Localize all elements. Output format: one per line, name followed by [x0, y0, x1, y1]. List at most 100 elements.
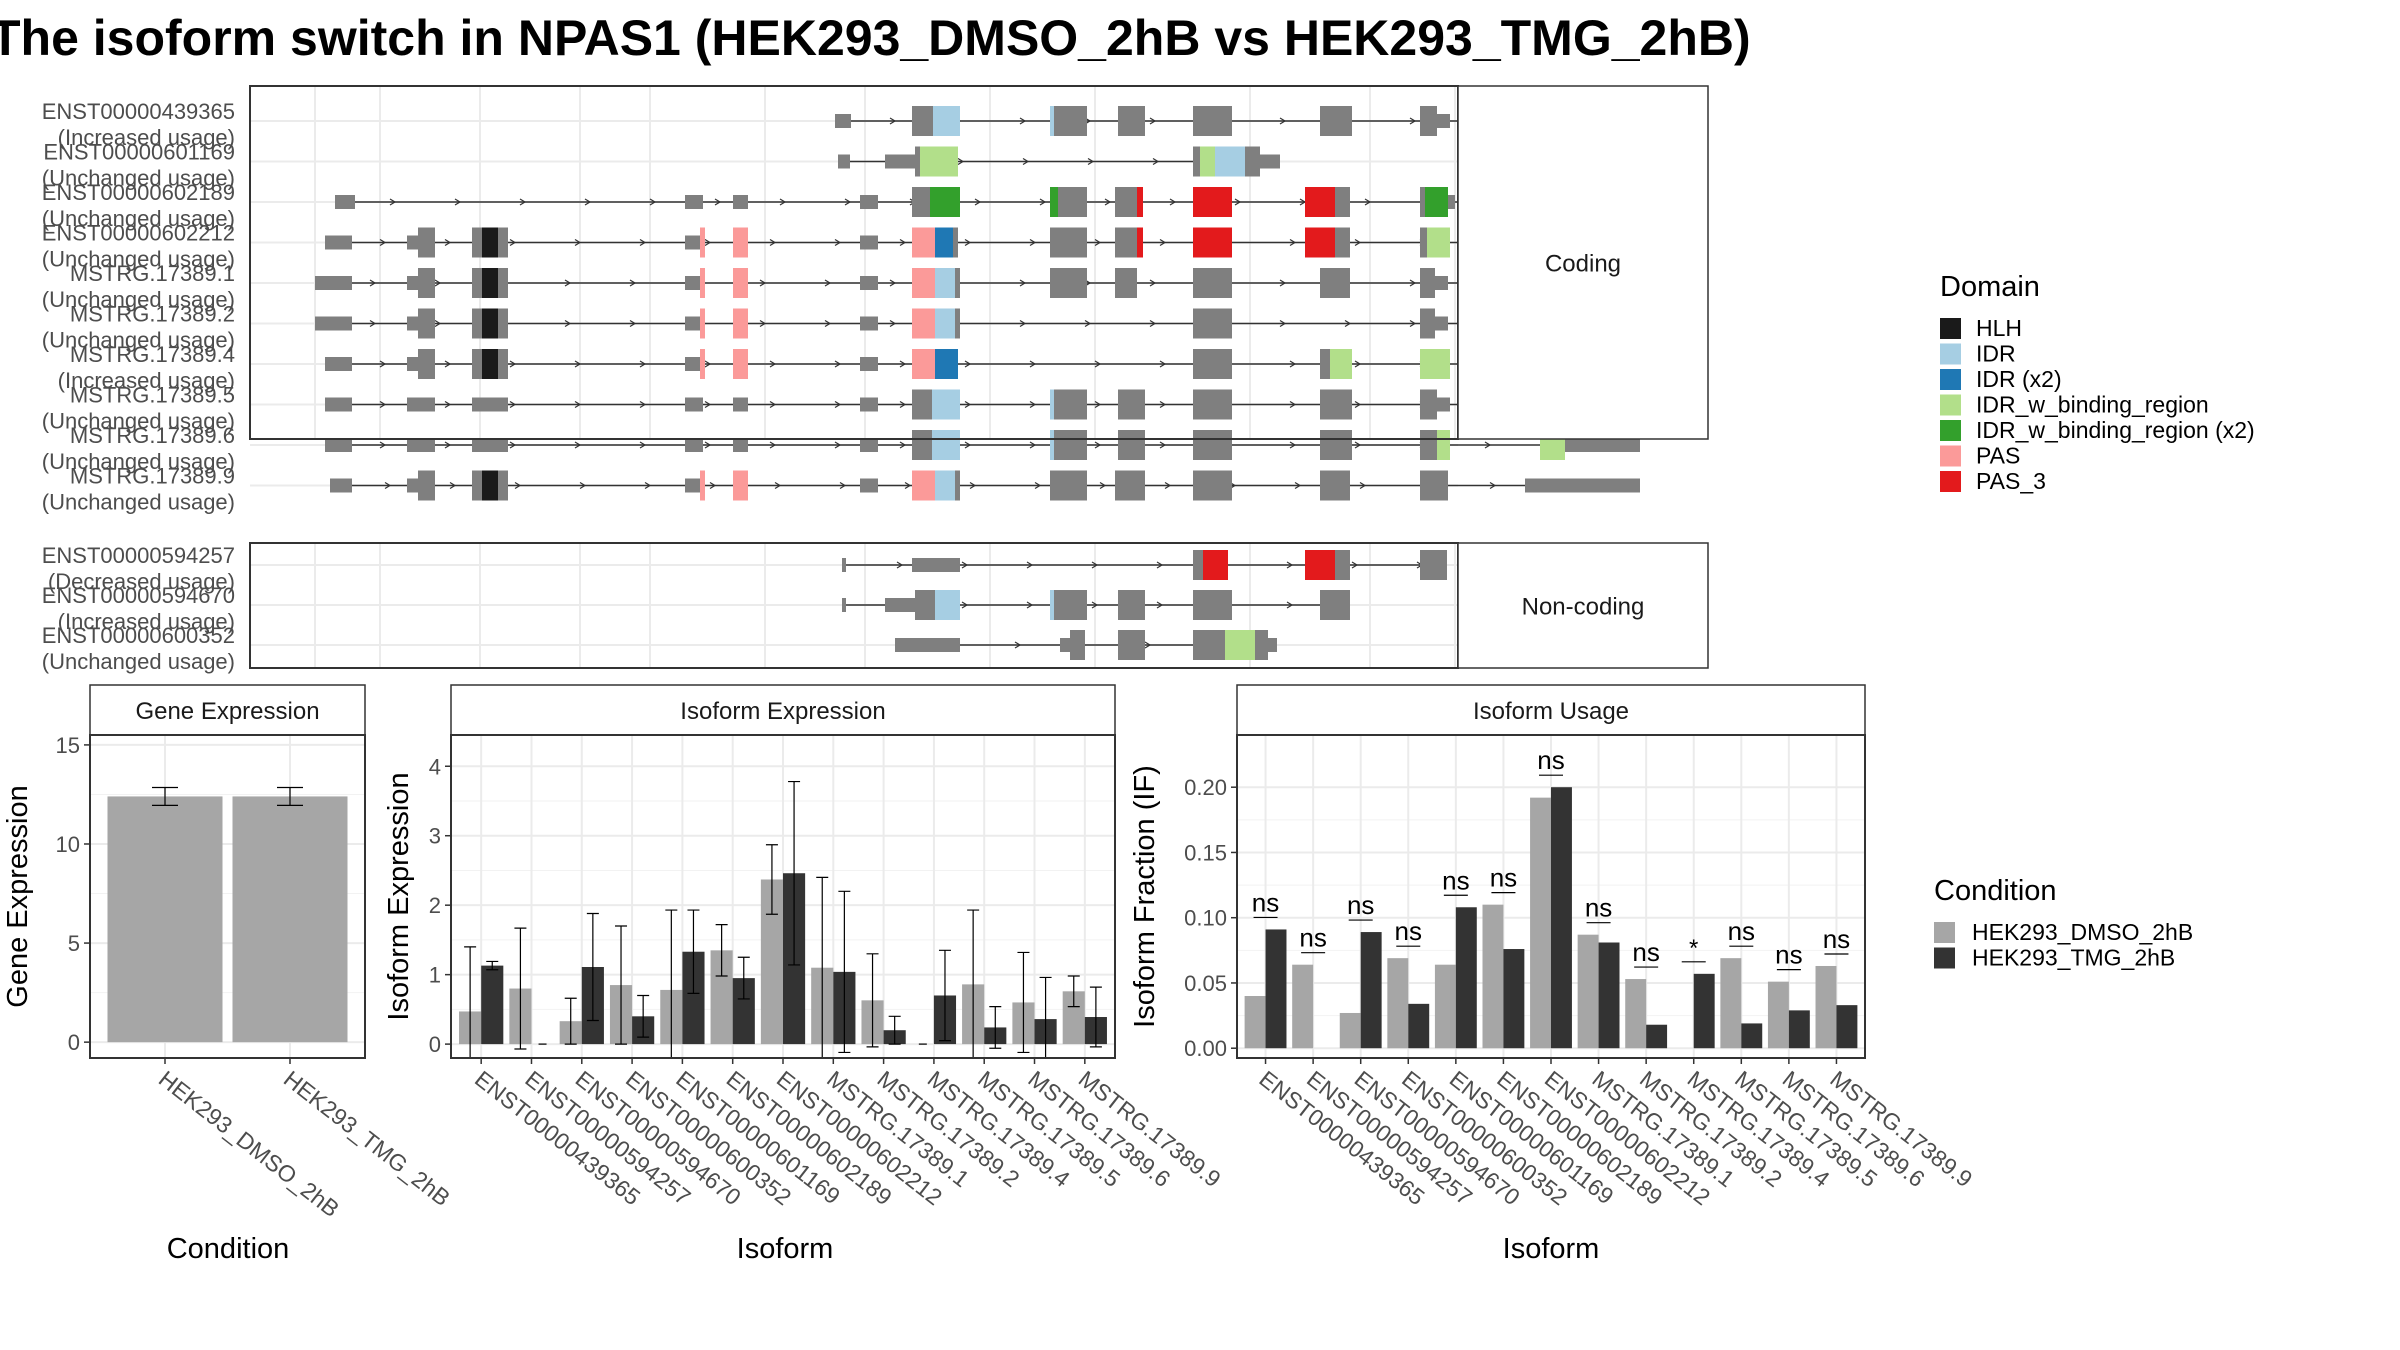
direction-arrow — [509, 400, 517, 409]
exon-block — [912, 430, 932, 460]
direction-arrow — [1409, 117, 1417, 125]
direction-arrow — [1409, 279, 1417, 287]
direction-arrow — [1026, 601, 1034, 609]
significance-label: ns — [1347, 890, 1374, 920]
y-tick-label: 0.20 — [1184, 775, 1227, 800]
direction-arrow — [1029, 441, 1037, 449]
direction-arrow — [714, 198, 722, 206]
direction-arrow — [1289, 441, 1297, 449]
direction-arrow — [509, 360, 517, 368]
exon-block — [1193, 630, 1225, 660]
direction-arrow — [1084, 319, 1092, 328]
direction-arrow — [509, 441, 517, 449]
domain-block — [912, 227, 935, 258]
exon-block — [407, 478, 418, 493]
bar — [1408, 1003, 1430, 1049]
exon-block — [407, 316, 418, 331]
legend-label: IDR (x2) — [1976, 366, 2062, 392]
direction-arrow — [379, 441, 387, 449]
direction-arrow — [899, 441, 907, 449]
bar — [1836, 1005, 1858, 1049]
exon-block — [1435, 276, 1448, 290]
direction-arrow — [1354, 400, 1362, 409]
exon-block — [1118, 106, 1145, 136]
exon-block — [1335, 227, 1350, 258]
exon-block — [1420, 430, 1437, 460]
domain-block — [733, 470, 748, 501]
direction-arrow — [769, 400, 777, 409]
transcript-row — [325, 430, 1640, 460]
domain-block — [1305, 550, 1335, 580]
y-tick-label: 15 — [56, 733, 80, 758]
structure-panel-noncoding: Non-coding ENST00000594257(Decreased usag… — [42, 542, 1709, 674]
chart-title-strip — [450, 684, 1116, 736]
direction-arrow — [769, 360, 777, 368]
domain-block — [932, 430, 960, 460]
error-bar — [615, 925, 628, 1045]
exon-block — [733, 397, 748, 412]
bar — [1292, 964, 1314, 1049]
direction-arrow — [1234, 198, 1242, 206]
y-tick-label: 2 — [429, 893, 441, 918]
exon-block — [325, 235, 352, 250]
direction-arrow — [434, 279, 442, 287]
domain-block — [700, 268, 705, 298]
exon-block — [1420, 227, 1427, 258]
bar — [1551, 787, 1572, 1049]
exon-block — [1115, 470, 1145, 501]
exon-block — [1115, 227, 1137, 258]
direction-arrow — [1094, 238, 1102, 247]
domain-block — [700, 349, 705, 379]
direction-arrow — [1019, 279, 1027, 287]
direction-arrow — [969, 481, 977, 490]
direction-arrow — [649, 198, 657, 206]
transcript-id-label: MSTRG.17389.5 — [70, 383, 235, 408]
exon-block — [1054, 106, 1087, 136]
transcript-row — [895, 630, 1277, 660]
bar — [760, 879, 783, 1045]
transcript-id-label: ENST00000602212 — [42, 221, 235, 246]
exon-block — [912, 187, 930, 217]
direction-arrow — [1364, 198, 1372, 206]
direction-arrow — [629, 319, 637, 328]
domain-block — [1330, 349, 1352, 379]
exon-block — [733, 195, 748, 209]
direction-arrow — [709, 481, 717, 490]
error-bar — [637, 994, 650, 1038]
exon-block — [1050, 470, 1087, 501]
direction-arrow — [769, 441, 777, 449]
x-axis-title: Isoform — [1503, 1233, 1600, 1265]
chart-title-strip — [89, 684, 366, 736]
exon-block — [407, 276, 418, 290]
exon-block — [860, 357, 878, 371]
domain-block — [935, 349, 958, 379]
bar — [710, 950, 733, 1045]
direction-arrow — [379, 238, 387, 247]
direction-arrow — [1279, 319, 1287, 328]
transcript-usage-label: (Unchanged usage) — [42, 409, 235, 434]
bar — [1720, 958, 1742, 1049]
exon-block — [498, 349, 508, 379]
exon-block — [1420, 268, 1435, 298]
error-bar — [938, 949, 951, 1042]
exon-block — [472, 438, 508, 452]
direction-arrow — [1351, 561, 1359, 569]
domain-block — [1427, 227, 1450, 258]
legend-label: PAS_3 — [1976, 468, 2046, 494]
legend-label: HEK293_DMSO_2hB — [1972, 919, 2193, 945]
direction-arrow — [444, 441, 452, 449]
significance-label: ns — [1823, 924, 1850, 954]
domain-block — [1193, 187, 1232, 217]
transcript-usage-label: (Unchanged usage) — [42, 166, 235, 191]
exon-block — [1335, 187, 1350, 217]
exon-block — [860, 195, 878, 209]
bar — [1360, 932, 1382, 1049]
exon-block — [860, 316, 878, 331]
direction-arrow — [574, 441, 582, 449]
exon-block — [1118, 590, 1145, 620]
exon-block — [1193, 550, 1203, 580]
direction-arrow — [509, 238, 517, 247]
legend-swatch — [1940, 369, 1961, 390]
direction-arrow — [1359, 481, 1367, 490]
transcript-id-label: MSTRG.17389.6 — [70, 423, 235, 448]
